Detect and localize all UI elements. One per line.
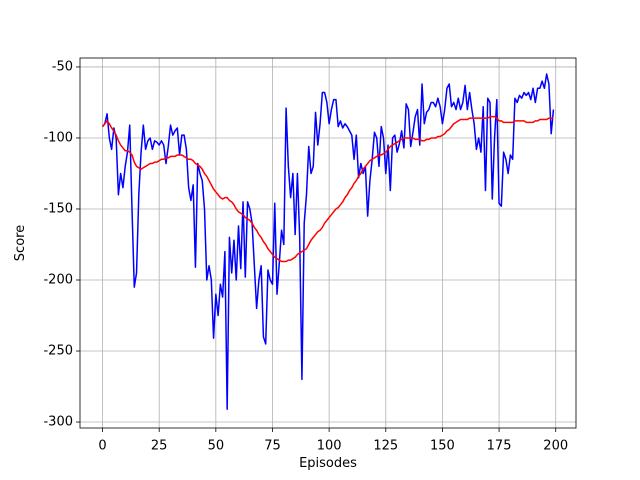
y-tick-label: -150 xyxy=(43,201,73,216)
y-tick-label: -100 xyxy=(43,130,73,145)
x-tick-label: 100 xyxy=(317,439,342,454)
x-tick-label: 50 xyxy=(208,439,225,454)
y-axis-label: Score xyxy=(13,225,28,261)
line-series xyxy=(101,115,554,263)
x-tick-label: 25 xyxy=(151,439,168,454)
plot-frame xyxy=(79,57,577,429)
x-tick-label: 200 xyxy=(543,439,568,454)
x-tick-label: 175 xyxy=(487,439,512,454)
y-tick-label: -300 xyxy=(43,415,73,430)
x-tick-label: 75 xyxy=(264,439,281,454)
y-tick-label: -50 xyxy=(52,59,73,74)
x-tick-label: 0 xyxy=(98,439,106,454)
x-tick-label: 125 xyxy=(373,439,398,454)
x-tick-label: 150 xyxy=(430,439,455,454)
y-tick-label: -200 xyxy=(43,273,73,288)
x-axis-label: Episodes xyxy=(299,456,357,471)
line-series xyxy=(101,73,555,410)
y-tick-label: -250 xyxy=(43,344,73,359)
